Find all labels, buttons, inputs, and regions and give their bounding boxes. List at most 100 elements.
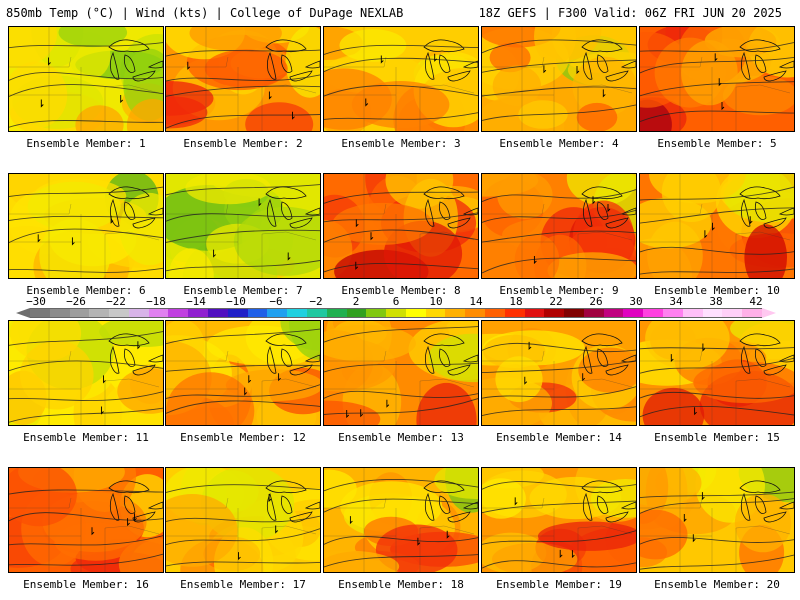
height-contour [166, 213, 320, 222]
height-contour [166, 260, 320, 272]
temperature-blob [375, 524, 458, 572]
colorbar-swatch [188, 309, 209, 317]
colorbar-tick-label: 14 [469, 295, 483, 308]
wind-barb [48, 57, 51, 66]
great-lakes-outline [605, 217, 629, 229]
map-frame [323, 173, 479, 279]
great-lakes-outline [123, 201, 136, 220]
colorbar-low-arrow [16, 308, 30, 318]
wind-barb [110, 215, 114, 224]
great-lakes-outline [304, 501, 320, 510]
colorbar-tick-label: −26 [66, 295, 86, 308]
colorbar-swatch [30, 309, 50, 317]
state-border [601, 84, 633, 94]
state-border [9, 203, 72, 215]
great-lakes-outline [109, 345, 120, 374]
great-lakes-outline [620, 60, 636, 69]
temperature-blob [537, 521, 636, 551]
state-border [419, 525, 445, 529]
map-frame [639, 173, 795, 279]
wind-barb [434, 53, 438, 62]
height-contour [640, 347, 794, 350]
state-border [482, 350, 545, 362]
temperature-map [640, 174, 794, 278]
member-label: Ensemble Member: 12 [180, 431, 306, 444]
great-lakes-outline [123, 54, 136, 73]
temperature-colorbar: −30 −26 −22 −18 −14 −10 −6 −2 2 6 10 14 18 22 26 30 34 38… [8, 296, 792, 320]
wind-barb [702, 343, 706, 352]
great-lakes-outline [763, 217, 787, 229]
wind-barb [355, 219, 359, 228]
height-contour [324, 112, 478, 120]
ensemble-panel: Ensemble Member: 3 [323, 26, 479, 158]
height-contour [640, 42, 794, 52]
temperature-map [9, 174, 163, 278]
height-contour [482, 209, 636, 223]
member-label: Ensemble Member: 16 [23, 578, 149, 591]
great-lakes-outline [280, 54, 293, 73]
great-lakes-outline [108, 39, 150, 53]
map-frame [639, 320, 795, 426]
ensemble-panel: Ensemble Member: 14 [481, 320, 637, 452]
state-border [640, 350, 703, 362]
great-lakes-outline [147, 60, 163, 69]
map-frame [481, 173, 637, 279]
wind-barb [278, 373, 281, 382]
great-lakes-outline [754, 348, 767, 367]
great-lakes-outline [304, 60, 320, 69]
great-lakes-outline [132, 217, 156, 229]
height-contour [482, 39, 636, 54]
great-lakes-outline [581, 333, 623, 347]
state-border [759, 378, 791, 388]
state-border [577, 231, 603, 235]
great-lakes-outline [581, 39, 623, 53]
colorbar-swatch [544, 309, 565, 317]
ensemble-panel: Ensemble Member: 5 [639, 26, 795, 158]
wind-barb [120, 95, 124, 104]
colorbar-tick-label: 18 [509, 295, 523, 308]
temperature-blob [492, 542, 578, 572]
height-contour [482, 481, 636, 490]
great-lakes-outline [147, 354, 163, 363]
great-lakes-outline [447, 511, 471, 523]
temperature-blob [9, 468, 77, 527]
ensemble-panel: Ensemble Member: 1 [8, 26, 164, 158]
great-lakes-outline [447, 70, 471, 82]
wind-barb [187, 61, 191, 70]
temperature-blob [166, 96, 208, 129]
chart-title-right: 18Z GEFS | F300 Valid: 06Z FRI JUN 20 20… [478, 6, 782, 20]
member-label: Ensemble Member: 10 [654, 284, 780, 297]
height-contour [324, 57, 478, 73]
wind-barb [576, 66, 580, 75]
great-lakes-outline [304, 207, 320, 216]
height-contour [324, 398, 478, 415]
great-lakes-outline [289, 364, 313, 376]
height-contour [640, 491, 794, 499]
great-lakes-outline [132, 511, 156, 523]
height-contour [324, 212, 478, 223]
state-border [285, 525, 317, 535]
temperature-map [166, 468, 320, 572]
great-lakes-outline [423, 333, 465, 347]
temperature-blob [166, 372, 255, 425]
great-lakes-outline [740, 345, 751, 374]
great-lakes-outline [266, 345, 277, 374]
wind-barb [721, 102, 725, 111]
temperature-blob [233, 206, 320, 276]
height-contour [166, 515, 320, 523]
colorbar-swatch [682, 309, 703, 317]
great-lakes-outline [266, 492, 277, 521]
height-contour [324, 498, 478, 513]
state-border [104, 378, 130, 382]
great-lakes-outline [447, 364, 471, 376]
colorbar-swatch [69, 309, 90, 317]
map-frame [165, 173, 321, 279]
wind-barb [592, 196, 596, 205]
temperature-blob [324, 550, 400, 572]
state-border [640, 203, 703, 215]
colorbar-tick-label: 30 [629, 295, 643, 308]
great-lakes-outline [108, 333, 150, 347]
height-contour [640, 207, 794, 224]
temperature-map [166, 321, 320, 425]
state-border [324, 56, 387, 68]
